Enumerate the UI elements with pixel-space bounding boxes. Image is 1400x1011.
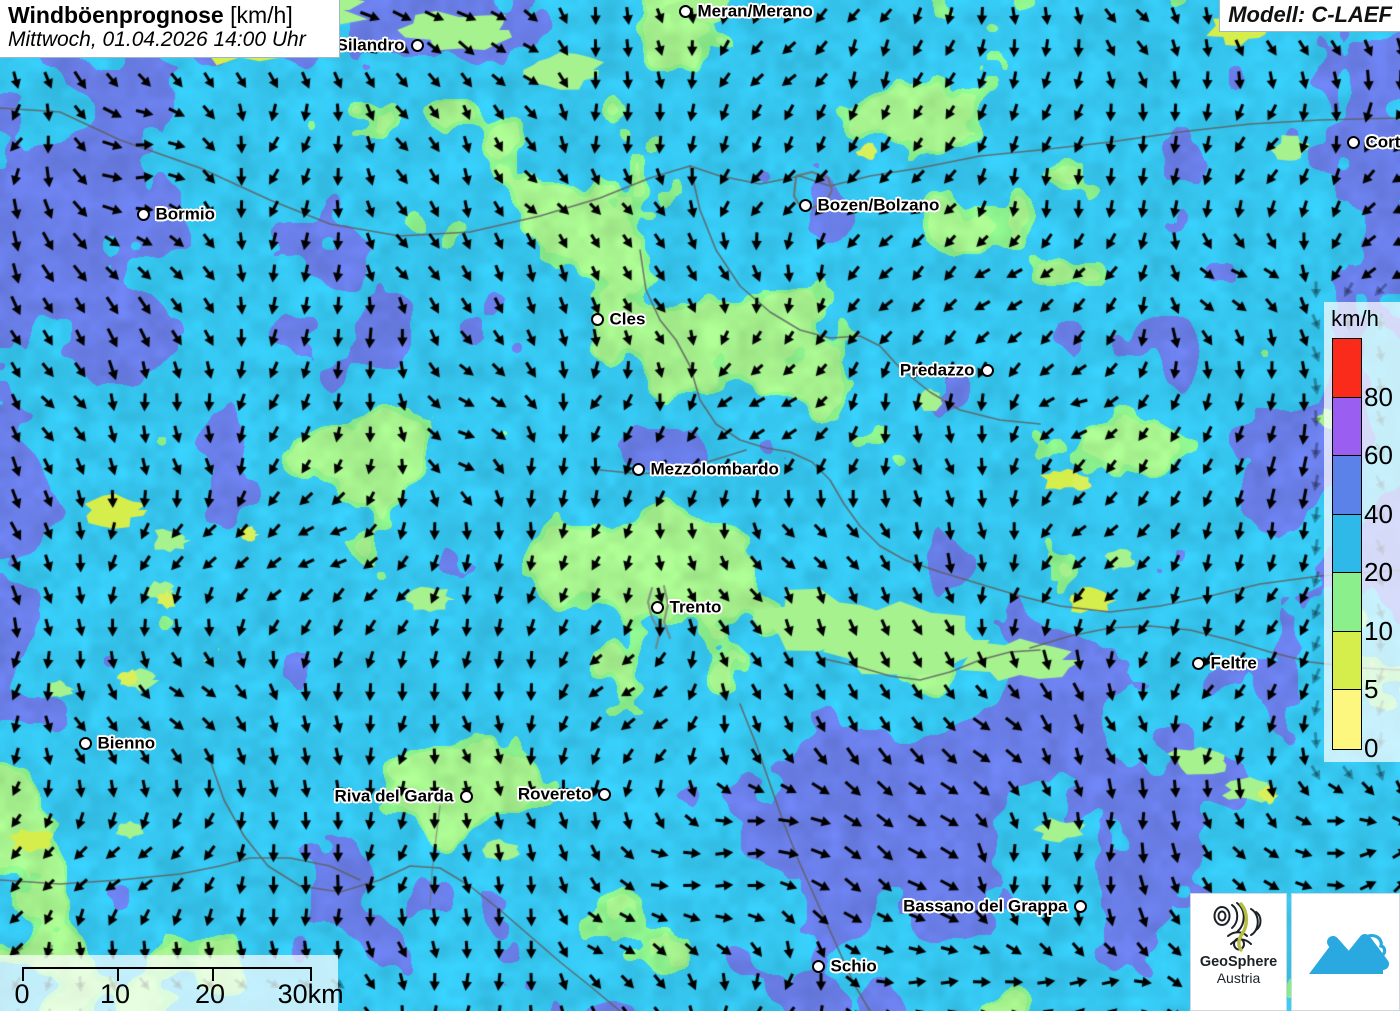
city-dot-icon [678,4,692,18]
city-marker[interactable]: s/Silandro [322,35,424,54]
scale-tick-10 [117,969,119,981]
mountain-cloud-icon [1308,933,1389,974]
scale-tick-20 [212,969,214,981]
city-label: Cortin [1365,132,1400,151]
legend-swatch-80 [1333,339,1361,398]
title-unit: [km/h] [230,2,293,28]
city-label: Bormio [155,204,216,223]
city-label: Feltre [1210,653,1257,672]
city-marker[interactable]: Bienno [78,733,155,752]
legend-swatch-60 [1333,397,1361,457]
scale-label-0: 0 [14,979,30,1009]
legend-color-bar [1332,338,1362,750]
city-label: Schio [830,956,877,975]
city-dot-icon [136,207,150,221]
city-label: Meran/Merano [697,1,813,20]
legend-swatch-20 [1333,514,1361,574]
legend-tick-5: 5 [1364,674,1379,705]
legend-swatch-0 [1333,690,1361,749]
forecast-timestamp: Mittwoch, 01.04.2026 14:00 Uhr [8,28,306,51]
city-dot-icon [590,312,604,326]
geosphere-contour-icon [1213,902,1261,952]
city-label: Rovereto [517,784,592,803]
model-label: Modell: C-LAEF [1228,1,1392,27]
city-label: Mezzolombardo [650,459,779,478]
city-dot-icon [1073,899,1087,913]
city-marker[interactable]: Trento [650,597,721,616]
city-marker[interactable]: Riva del Garda [334,786,473,805]
legend-tick-0: 0 [1364,733,1379,763]
scale-label-2: 20 [194,979,226,1009]
city-marker[interactable]: Feltre [1191,653,1257,672]
city-marker[interactable]: Schio [811,956,877,975]
legend-tick-40: 40 [1364,498,1393,529]
city-marker[interactable]: Bassano del Grappa [903,896,1087,915]
city-marker[interactable]: Cortin [1346,132,1400,151]
city-marker[interactable]: Mezzolombardo [631,459,779,478]
city-marker[interactable]: Bozen/Bolzano [798,195,939,214]
city-dot-icon [980,363,994,377]
mountain-cloud-logo [1291,893,1400,1011]
geosphere-austria-logo: GeoSphere Austria [1190,893,1287,1011]
city-dot-icon [78,736,92,750]
city-marker[interactable]: Cles [590,309,645,328]
title-box: Windböenprognose [km/h] Mittwoch, 01.04.… [0,0,340,58]
title-main-text: Windböenprognose [8,2,224,28]
city-label: Bozen/Bolzano [817,195,940,214]
city-dot-icon [459,789,473,803]
city-label: Bienno [97,733,156,752]
city-dot-icon [650,600,664,614]
scale-label-1: 10 [99,979,131,1009]
city-marker[interactable]: Rovereto [518,784,611,803]
city-label: s/Silandro [322,35,405,54]
legend-tick-60: 60 [1364,440,1393,471]
city-dot-icon [1191,656,1205,670]
legend-swatch-40 [1333,456,1361,515]
city-dot-icon [597,787,611,801]
city-marker[interactable]: Predazzo [900,360,994,379]
legend-tick-80: 80 [1364,381,1393,412]
city-label: Cles [609,309,646,328]
geosphere-subname: Austria [1216,970,1261,986]
legend-tick-10: 10 [1364,615,1393,646]
distance-scale-bar: 0 10 20 30km [0,955,344,1011]
geosphere-name: GeoSphere [1199,954,1278,970]
city-label: Predazzo [899,360,975,379]
legend-tick-20: 20 [1364,557,1393,588]
city-dot-icon [798,198,812,212]
model-box: Modell: C-LAEF [1219,0,1400,32]
city-label: Bassano del Grappa [903,896,1068,915]
city-label: Trento [669,597,722,616]
scale-label-3: 30km [277,979,344,1009]
city-label: Riva del Garda [334,786,454,805]
city-dot-icon [1346,135,1360,149]
city-marker[interactable]: Meran/Merano [678,1,813,20]
legend-swatch-10 [1333,573,1361,632]
page-title: Windböenprognose [km/h] [8,2,331,29]
city-dot-icon [811,959,825,973]
city-dot-icon [410,38,424,52]
city-dot-icon [631,462,645,476]
color-legend: km/h 80 60 40 20 10 5 0 [1324,302,1400,762]
legend-swatch-5 [1333,631,1361,691]
city-marker[interactable]: Bormio [136,204,215,223]
scale-rule [22,967,312,981]
legend-unit-label: km/h [1331,306,1379,331]
